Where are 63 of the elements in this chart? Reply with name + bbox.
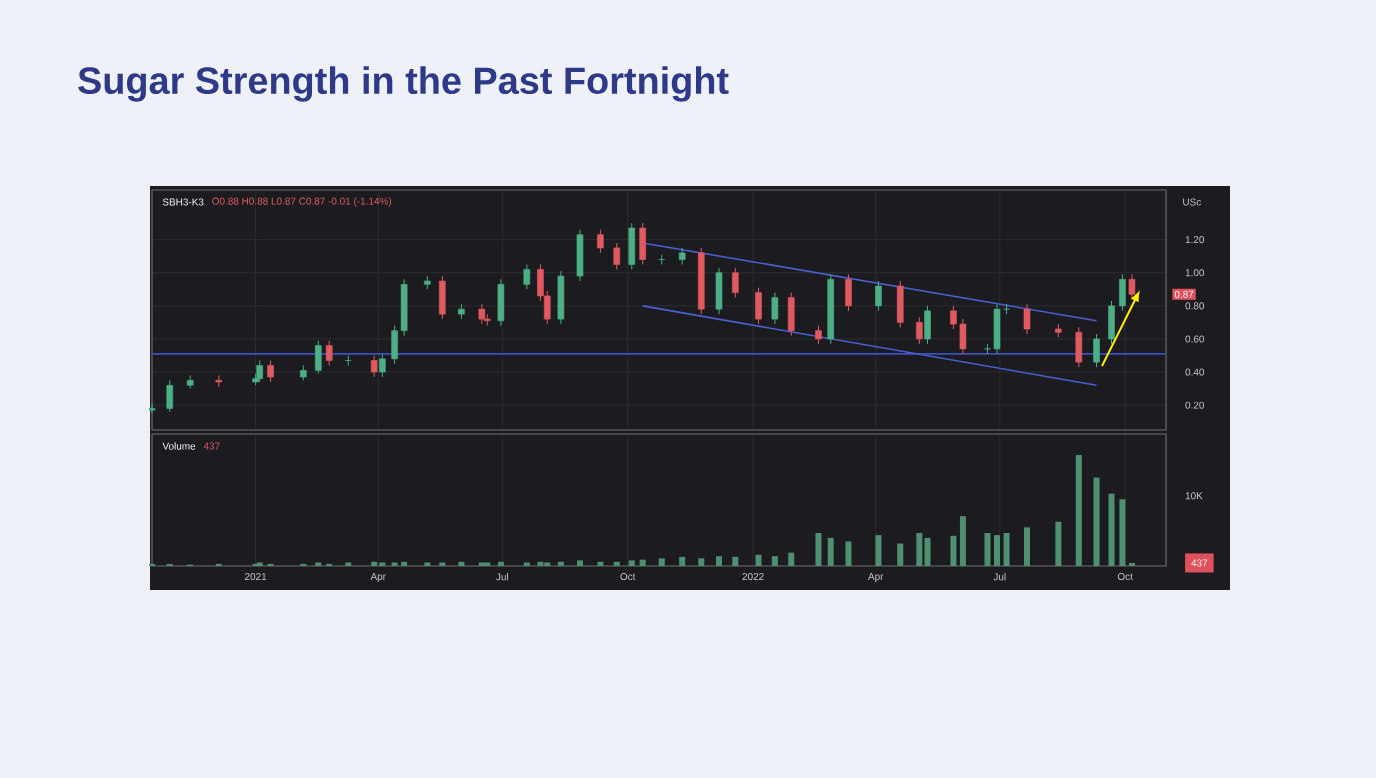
candlestick xyxy=(497,278,505,327)
bar xyxy=(658,558,665,566)
candlestick xyxy=(370,355,378,378)
candlestick xyxy=(815,325,822,345)
candlestick xyxy=(845,273,852,312)
candlestick xyxy=(597,229,604,254)
candlestick xyxy=(639,222,646,265)
bar xyxy=(827,537,834,566)
bar xyxy=(1024,527,1030,566)
candlestick xyxy=(1093,333,1100,368)
candlestick xyxy=(916,316,923,345)
candlestick xyxy=(523,263,531,290)
bar xyxy=(1093,477,1100,566)
candlestick xyxy=(325,340,333,366)
bar xyxy=(916,532,923,566)
bar xyxy=(628,560,635,566)
bar xyxy=(732,556,739,566)
candlestick xyxy=(924,305,931,345)
bar xyxy=(698,558,705,566)
bar xyxy=(815,532,822,566)
candlestick xyxy=(148,403,156,414)
bar xyxy=(875,535,882,566)
candlestick xyxy=(628,222,636,270)
bar xyxy=(984,532,991,566)
candlestick xyxy=(1023,303,1031,335)
bar xyxy=(897,543,904,566)
bar xyxy=(679,556,686,566)
candlestick xyxy=(715,267,723,315)
candlestick xyxy=(1108,300,1115,345)
bar xyxy=(771,556,778,566)
bar xyxy=(959,516,966,566)
bar xyxy=(950,535,957,566)
bar xyxy=(1108,493,1115,566)
candlestick xyxy=(771,292,779,325)
candlestick xyxy=(1119,273,1126,312)
candlestick xyxy=(896,280,904,328)
bar xyxy=(639,559,646,566)
bar xyxy=(715,556,722,566)
bar xyxy=(924,537,931,566)
candlestick xyxy=(732,267,739,299)
bar xyxy=(1055,521,1062,566)
candlestick xyxy=(557,270,565,325)
candlestick xyxy=(439,275,446,320)
bar xyxy=(788,552,795,566)
bar xyxy=(1003,532,1010,566)
candlestick xyxy=(166,379,174,413)
chart-title: Sugar Strength in the Past Fortnight xyxy=(78,66,729,102)
candlestick xyxy=(755,287,762,325)
bar xyxy=(1119,499,1126,566)
candlestick xyxy=(875,280,882,312)
bar xyxy=(576,560,583,566)
bar xyxy=(994,535,1001,566)
candlestick xyxy=(267,359,274,383)
bar xyxy=(1075,455,1082,566)
candlestick xyxy=(613,242,621,270)
candlestick xyxy=(576,229,584,282)
candlestick xyxy=(314,340,322,375)
bar xyxy=(845,541,852,566)
candlestick xyxy=(787,292,795,337)
candlestick xyxy=(1075,326,1083,368)
candlestick xyxy=(256,359,263,383)
bar xyxy=(755,554,762,566)
candlestick xyxy=(379,353,386,378)
